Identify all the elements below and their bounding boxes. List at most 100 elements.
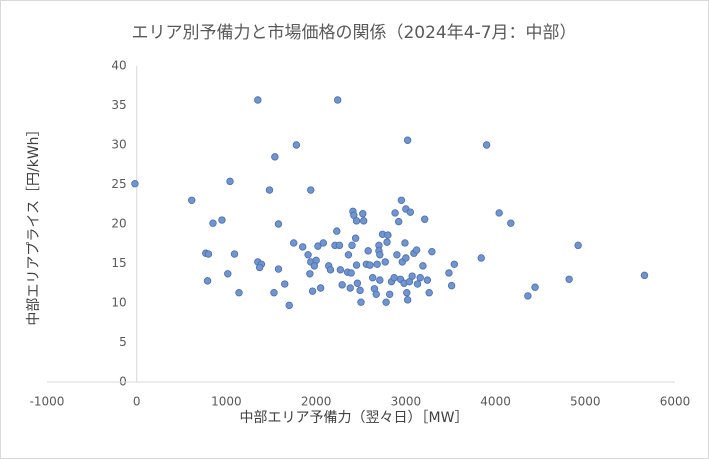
point — [352, 261, 361, 269]
point — [423, 276, 432, 284]
point — [507, 219, 515, 227]
point — [406, 208, 415, 216]
point — [353, 279, 362, 287]
x-axis-title: 中部エリア予備力（翌々日）［MW］ — [240, 410, 469, 426]
y-tick-label: 15 — [111, 256, 126, 270]
point — [445, 269, 453, 277]
point — [425, 289, 433, 297]
point — [281, 280, 289, 288]
point — [131, 180, 139, 188]
point — [403, 296, 412, 304]
point — [382, 298, 390, 306]
point — [408, 272, 416, 280]
y-tick-label: 30 — [111, 138, 126, 152]
point — [357, 298, 365, 306]
point — [290, 239, 298, 247]
point — [304, 251, 312, 259]
point — [352, 217, 361, 225]
point — [368, 274, 377, 282]
point — [347, 269, 355, 277]
point — [383, 238, 391, 246]
point — [366, 261, 374, 269]
point — [203, 277, 212, 285]
point — [274, 265, 283, 273]
point — [344, 251, 353, 259]
point — [416, 274, 424, 282]
point — [413, 280, 422, 288]
point — [391, 209, 399, 217]
x-tick-label: 0 — [133, 395, 141, 409]
x-tick-label: 4000 — [480, 395, 511, 409]
point — [306, 270, 314, 278]
point — [274, 220, 283, 228]
x-tick-label: 3000 — [391, 395, 422, 409]
point — [285, 301, 293, 310]
point — [640, 271, 649, 280]
point — [531, 283, 539, 291]
point — [319, 239, 328, 247]
point — [209, 219, 217, 227]
point — [351, 234, 360, 242]
point — [333, 96, 342, 104]
point — [372, 290, 380, 299]
point — [376, 276, 384, 284]
point — [224, 270, 232, 278]
point — [346, 284, 354, 292]
x-tick-label: 2000 — [301, 395, 332, 409]
point — [333, 227, 341, 235]
point — [397, 196, 406, 204]
point — [401, 239, 409, 247]
point — [402, 254, 410, 262]
point — [482, 141, 491, 149]
point — [390, 274, 398, 282]
point — [574, 241, 582, 250]
point — [308, 287, 317, 295]
point — [188, 196, 196, 204]
y-tick-label: 5 — [119, 335, 127, 349]
y-tick-label: 25 — [111, 177, 126, 191]
point — [265, 186, 274, 194]
point — [270, 289, 278, 297]
point — [255, 263, 264, 272]
point — [403, 136, 412, 144]
point — [292, 141, 301, 149]
point — [218, 216, 226, 224]
point — [310, 262, 319, 270]
point — [336, 266, 345, 274]
point — [394, 217, 403, 226]
point — [373, 260, 381, 268]
point — [364, 247, 372, 255]
y-tick-label: 20 — [111, 217, 126, 231]
point — [450, 260, 459, 268]
point — [254, 96, 262, 104]
point — [403, 289, 411, 297]
point — [326, 266, 335, 274]
point — [384, 231, 392, 239]
point — [338, 281, 346, 289]
point — [477, 254, 485, 262]
x-tick-label: 1000 — [211, 395, 242, 409]
point — [428, 247, 436, 256]
point — [348, 241, 356, 250]
y-axis-title: 中部エリアプライス［円/kWh］ — [26, 122, 42, 325]
point — [412, 246, 421, 254]
chart-title: エリア別予備力と市場価格の関係（2024年4-7月：中部） — [131, 23, 576, 43]
point — [298, 243, 307, 251]
point — [447, 281, 456, 290]
point — [204, 250, 213, 258]
x-tick-label: 6000 — [660, 395, 691, 409]
point — [307, 186, 315, 194]
point — [226, 177, 234, 186]
point — [359, 217, 368, 225]
point — [359, 210, 367, 218]
point — [230, 250, 239, 258]
point — [316, 284, 325, 292]
point — [393, 251, 401, 259]
x-tick-label: -1000 — [30, 395, 65, 409]
point — [420, 215, 429, 223]
point — [419, 262, 427, 270]
y-tick-label: 35 — [111, 98, 126, 112]
x-tick-label: 5000 — [570, 395, 601, 409]
